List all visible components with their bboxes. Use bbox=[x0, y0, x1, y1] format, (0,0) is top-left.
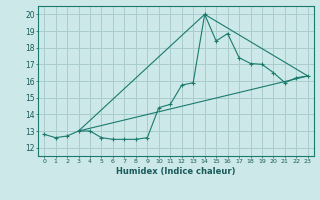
X-axis label: Humidex (Indice chaleur): Humidex (Indice chaleur) bbox=[116, 167, 236, 176]
